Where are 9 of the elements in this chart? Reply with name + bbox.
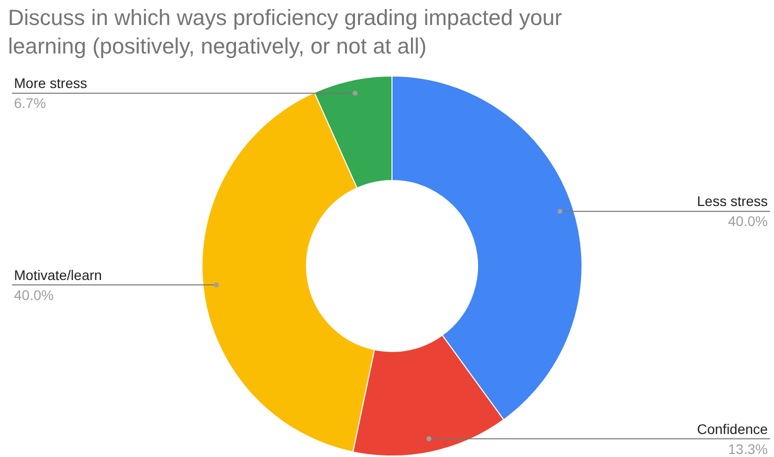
data-label: 40.0% [728,213,768,229]
slice-label: Less stress [697,193,768,209]
slice-label: More stress [14,75,88,91]
data-label: 40.0% [14,287,54,303]
slice-label: Confidence [697,421,768,437]
data-label: 6.7% [14,95,46,111]
chart-title: Discuss in which ways proficiency grading impacted your learning (positively, negatively, or not at all) [8,5,562,59]
slice-label: Motivate/learn [14,267,102,283]
data-label: 13.3% [728,441,768,457]
